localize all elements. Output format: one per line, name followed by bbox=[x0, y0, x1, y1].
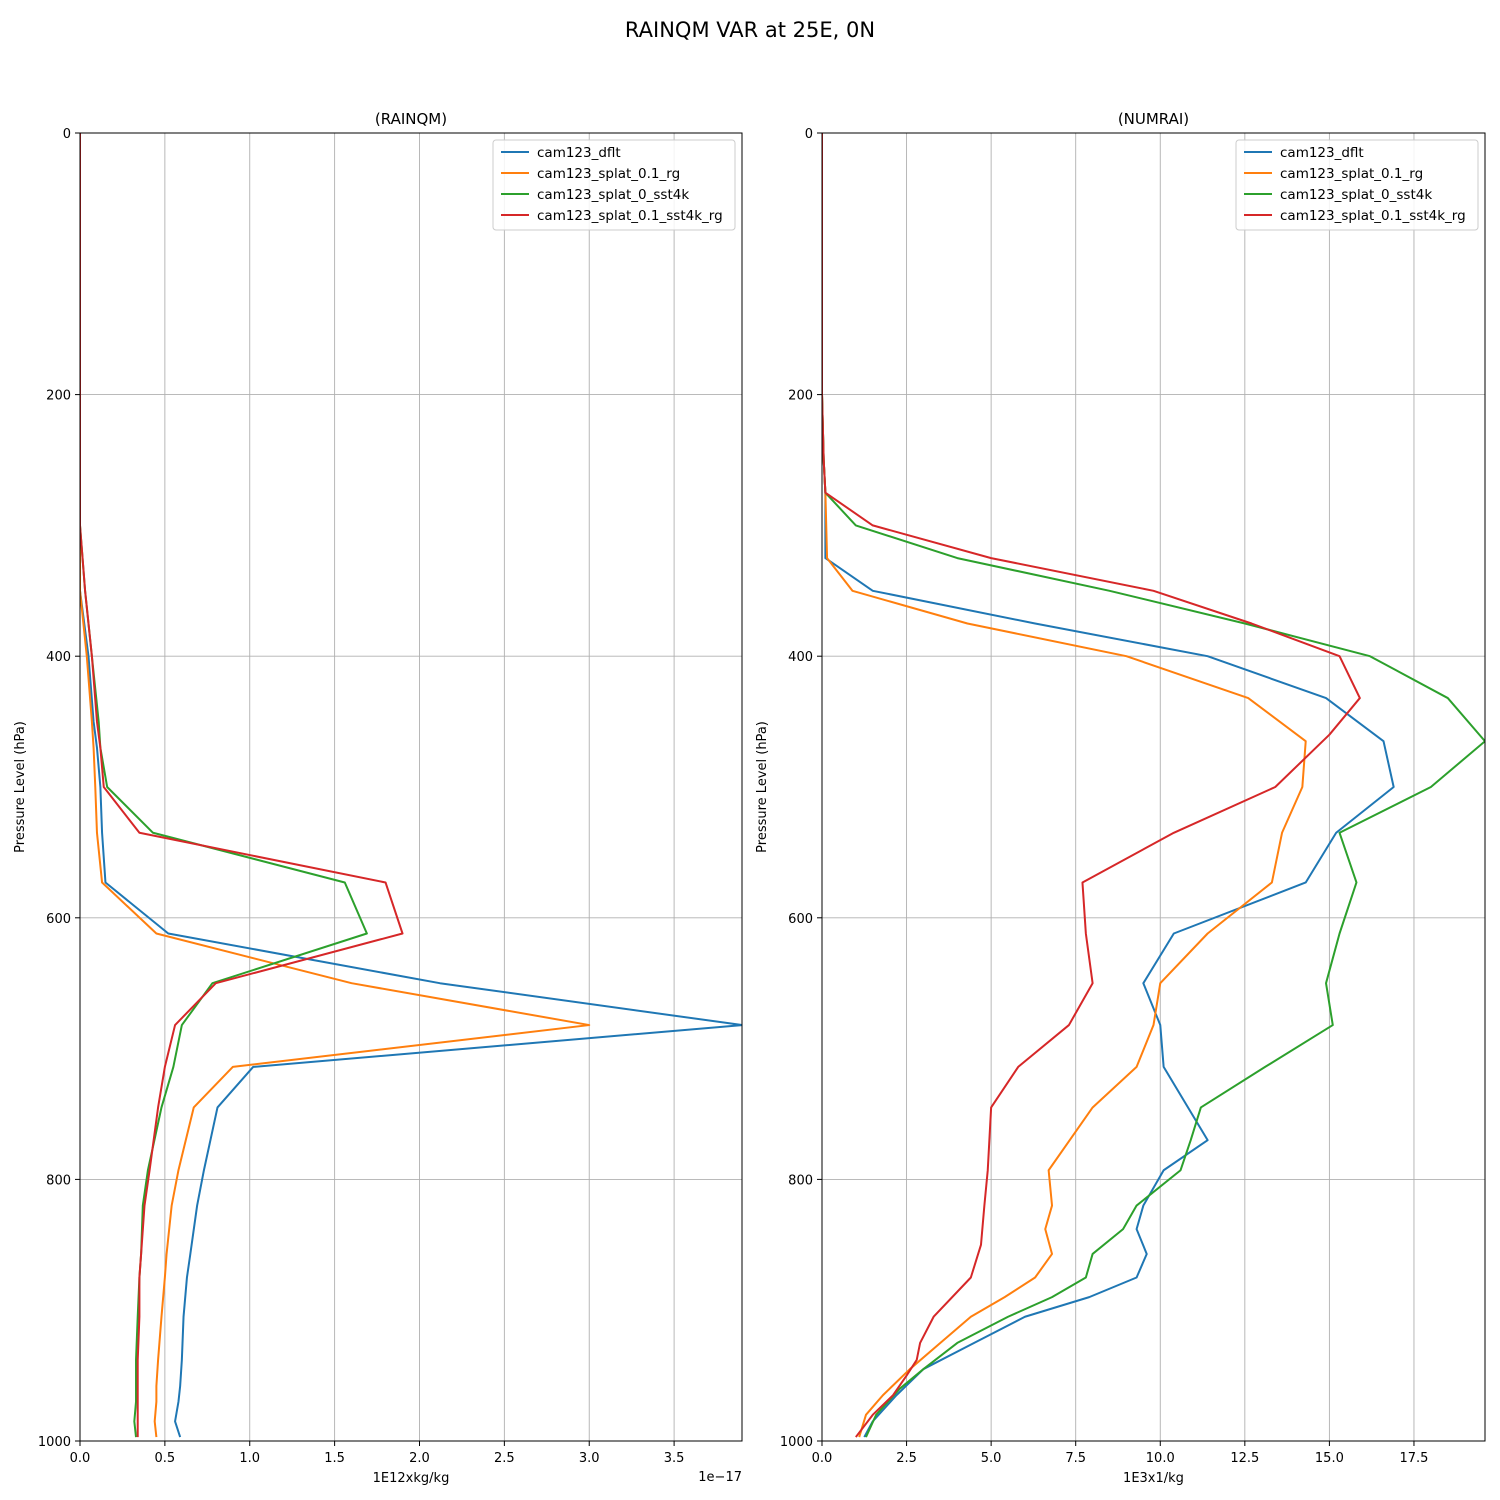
legend-entry: cam123_dflt bbox=[1280, 145, 1364, 161]
legend-entry: cam123_splat_0.1_rg bbox=[537, 166, 680, 182]
x-tick-label: 2.0 bbox=[409, 1451, 430, 1466]
x-tick-label: 17.5 bbox=[1399, 1451, 1428, 1466]
series-line-cam123_splat_0_sst4k bbox=[822, 133, 1485, 1438]
x-tick-label: 12.5 bbox=[1230, 1451, 1259, 1466]
x-offset-text: 1e−17 bbox=[698, 1470, 742, 1485]
x-tick-label: 15.0 bbox=[1315, 1451, 1344, 1466]
chart-panel-2: 0.0 2.5 5.0 7.5 10.0 12.5 15.0 17.5 0 200 400 600 80… bbox=[755, 110, 1486, 1486]
legend: cam123_dflt cam123_splat_0.1_rg cam123_spl… bbox=[492, 139, 736, 231]
x-axis-label: 1E12xkg/kg bbox=[373, 1471, 450, 1486]
y-tick-label: 400 bbox=[788, 650, 813, 665]
x-tick-label: 10.0 bbox=[1146, 1451, 1175, 1466]
series-line-cam123_splat_0.1_rg bbox=[822, 133, 1307, 1438]
y-axis-label: Pressure Level (hPa) bbox=[13, 721, 28, 853]
legend: cam123_dflt cam123_splat_0.1_rg cam123_spl… bbox=[1235, 139, 1479, 231]
legend-entry: cam123_splat_0.1_sst4k_rg bbox=[1280, 208, 1466, 224]
x-tick-label: 7.5 bbox=[1065, 1451, 1086, 1466]
y-tick-label: 0 bbox=[805, 127, 813, 142]
chart-panel-1: 0.0 0.5 1.0 1.5 2.0 2.5 3.0 3.5 0 200 400 600 800 100… bbox=[13, 110, 743, 1486]
x-tick-label: 5.0 bbox=[981, 1451, 1002, 1466]
series-line-cam123_splat_0_sst4k bbox=[80, 133, 368, 1438]
series-line-cam123_splat_0.1_sst4k_rg bbox=[80, 133, 404, 1438]
y-tick-label: 800 bbox=[788, 1173, 813, 1188]
x-tick-label: 0.0 bbox=[70, 1451, 91, 1466]
series-line-cam123_splat_0.1_rg bbox=[80, 133, 591, 1438]
legend-entry: cam123_splat_0_sst4k bbox=[1280, 187, 1432, 203]
legend-entry: cam123_dflt bbox=[537, 145, 621, 161]
x-tick-label: 2.5 bbox=[494, 1451, 515, 1466]
axes-frame bbox=[79, 132, 743, 1442]
panel-title: (NUMRAI) bbox=[1118, 110, 1189, 128]
y-tick-label: 200 bbox=[46, 389, 71, 404]
legend-box bbox=[1235, 139, 1479, 231]
y-tick-label: 200 bbox=[788, 389, 813, 404]
y-tick-label: 600 bbox=[46, 912, 71, 927]
y-axis-label: Pressure Level (hPa) bbox=[755, 721, 770, 853]
axes-frame bbox=[821, 132, 1486, 1442]
x-tick-label: 3.5 bbox=[664, 1451, 685, 1466]
x-tick-label: 1.5 bbox=[324, 1451, 345, 1466]
chart-panels: 0.0 0.5 1.0 1.5 2.0 2.5 3.0 3.5 0 200 400 600 800 100… bbox=[13, 110, 1486, 1486]
y-tick-label: 1000 bbox=[780, 1435, 813, 1450]
x-tick-label: 0.5 bbox=[155, 1451, 176, 1466]
series-line-cam123_dflt bbox=[80, 133, 742, 1438]
y-tick-label: 0 bbox=[63, 127, 71, 142]
legend-box bbox=[492, 139, 736, 231]
x-tick-label: 1.0 bbox=[239, 1451, 260, 1466]
x-tick-label: 3.0 bbox=[579, 1451, 600, 1466]
x-tick-label: 2.5 bbox=[896, 1451, 917, 1466]
series-line-cam123_dflt bbox=[822, 133, 1395, 1438]
y-tick-label: 400 bbox=[46, 650, 71, 665]
x-axis-label: 1E3x1/kg bbox=[1123, 1471, 1184, 1486]
figure-title: RAINQM VAR at 25E, 0N bbox=[625, 18, 875, 42]
legend-entry: cam123_splat_0.1_sst4k_rg bbox=[537, 208, 723, 224]
y-tick-label: 1000 bbox=[38, 1435, 71, 1450]
x-tick-label: 0.0 bbox=[812, 1451, 833, 1466]
series-line-cam123_splat_0.1_sst4k_rg bbox=[822, 133, 1361, 1438]
legend-entry: cam123_splat_0.1_rg bbox=[1280, 166, 1423, 182]
y-tick-label: 600 bbox=[788, 912, 813, 927]
legend-entry: cam123_splat_0_sst4k bbox=[537, 187, 689, 203]
panel-title: (RAINQM) bbox=[375, 110, 447, 128]
y-tick-label: 800 bbox=[46, 1173, 71, 1188]
